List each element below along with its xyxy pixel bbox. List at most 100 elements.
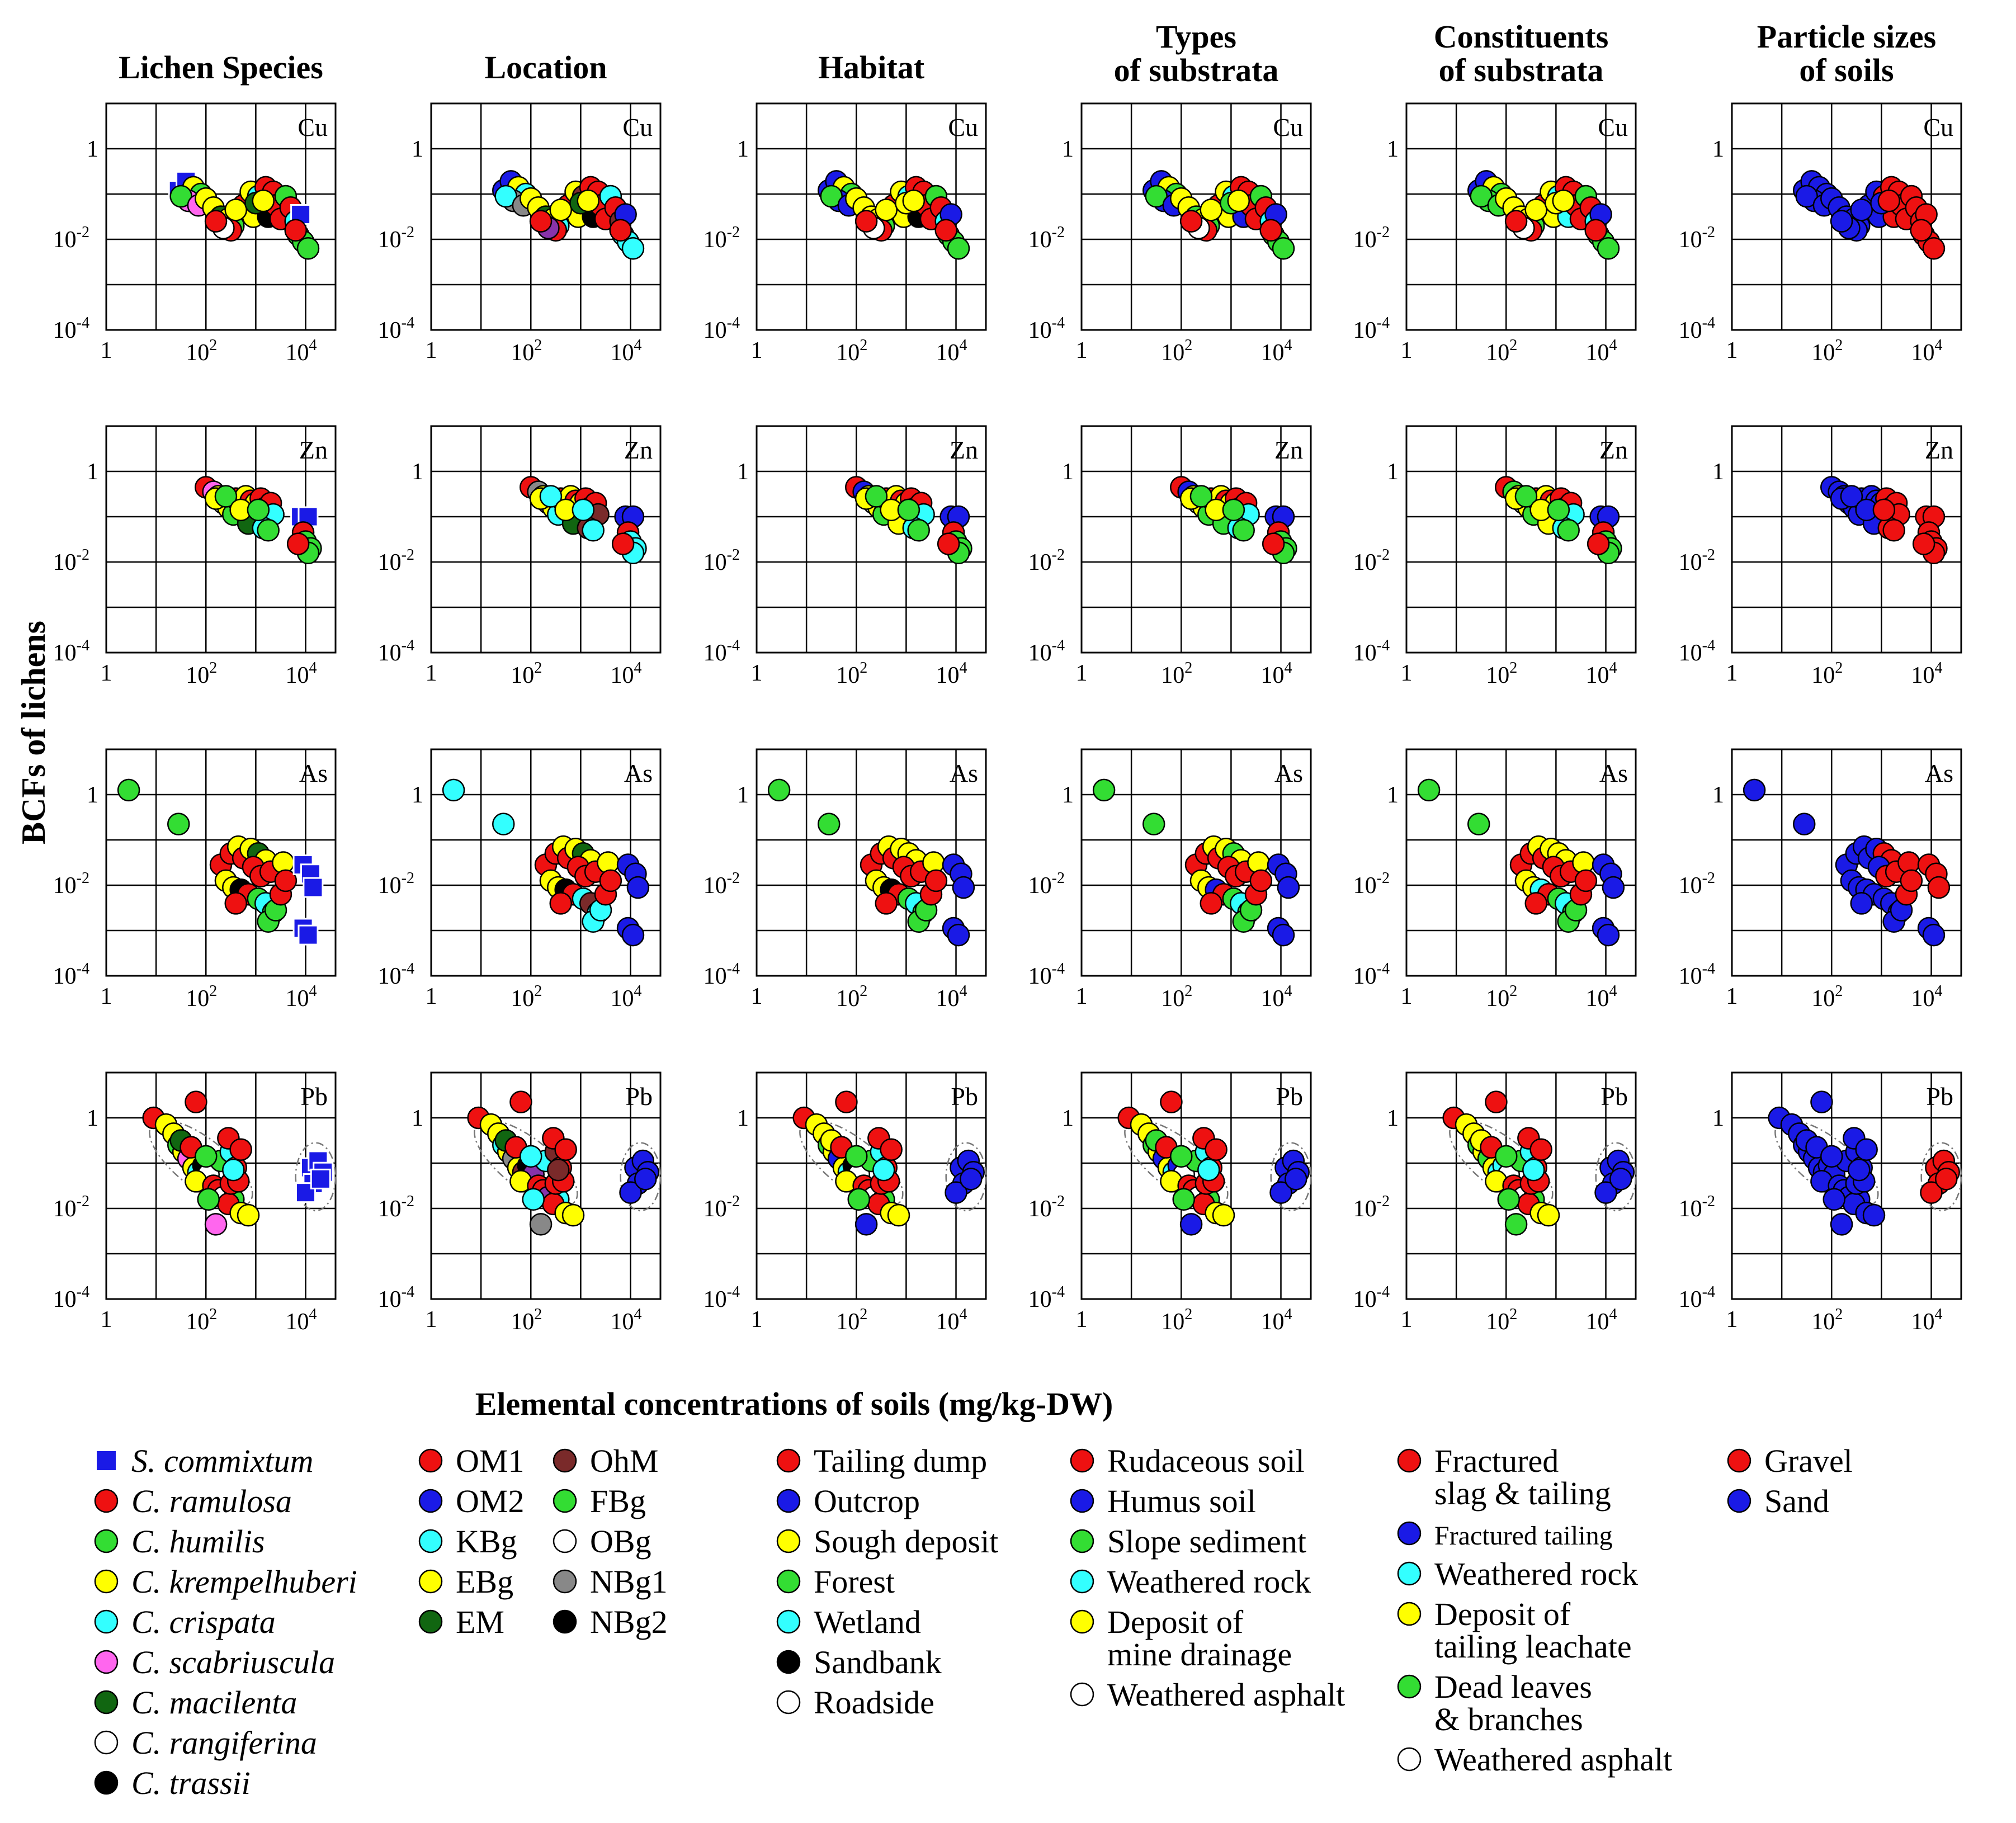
x-tick-label: 1 <box>1076 1307 1088 1333</box>
x-tick-label: 104 <box>1586 659 1617 688</box>
x-tick-label: 1 <box>1401 1307 1413 1333</box>
x-tick-label: 1 <box>426 338 437 363</box>
legend-marker <box>94 1730 119 1755</box>
legend-label: EM <box>456 1604 504 1640</box>
panel-location-Zn: Zn 1 102 104 1 10-2 10-4 <box>378 425 662 688</box>
y-tick-label: 10-4 <box>378 314 414 343</box>
data-point <box>1872 498 1896 522</box>
x-tick-label: 1 <box>1401 660 1413 686</box>
element-label: Zn <box>1599 436 1628 464</box>
data-point <box>549 892 572 915</box>
legend-label: C. macilenta <box>131 1684 297 1721</box>
legend-marker <box>94 1650 119 1674</box>
x-tick-label: 1 <box>426 984 437 1009</box>
legend-marker <box>94 1569 119 1594</box>
x-tick-label: 1 <box>751 338 763 363</box>
x-tick-label: 1 <box>1401 338 1413 363</box>
y-tick-label: 1 <box>737 1106 749 1131</box>
y-tick-label: 10-4 <box>704 1283 740 1312</box>
legend-marker <box>418 1489 443 1513</box>
data-point <box>1269 1181 1292 1204</box>
data-point <box>1594 1181 1617 1204</box>
x-tick-label: 104 <box>1586 1306 1617 1335</box>
panel-habitat-As: As 1 102 104 1 10-2 10-4 <box>704 748 987 1012</box>
data-point <box>1145 185 1168 208</box>
data-point <box>1912 532 1935 555</box>
legend-label: Rudaceous soil <box>1107 1443 1305 1479</box>
data-point <box>1820 1145 1843 1168</box>
legend-label: Wetland <box>814 1604 921 1640</box>
x-tick-label: 102 <box>511 1306 542 1335</box>
column-title-location: Location <box>484 49 607 86</box>
legend-location2: OhM FBg OBg NBg1 NBg2 <box>553 1443 668 1640</box>
legend-marker <box>418 1569 443 1594</box>
x-tick-label: 104 <box>936 983 967 1012</box>
x-tick-label: 102 <box>186 983 217 1012</box>
y-tick-label: 10-2 <box>1028 870 1065 899</box>
data-point <box>1602 876 1625 899</box>
data-point <box>1160 1090 1183 1113</box>
data-point <box>577 189 600 212</box>
data-point <box>1272 237 1295 260</box>
data-point <box>1205 1138 1227 1161</box>
legend-marker <box>1070 1682 1094 1707</box>
data-point <box>1537 1203 1560 1227</box>
legend-label: Fractured tailing <box>1434 1521 1613 1551</box>
legend-label: Fractured <box>1434 1443 1559 1479</box>
x-tick-label: 104 <box>1261 1306 1292 1335</box>
x-tick-label: 1 <box>101 1307 112 1333</box>
legend-marker <box>776 1489 801 1513</box>
x-tick-label: 102 <box>1811 659 1843 688</box>
panel-location-As: As 1 102 104 1 10-2 10-4 <box>378 748 662 1012</box>
data-point <box>1557 519 1580 542</box>
data-point <box>1272 923 1295 947</box>
legend-label: tailing leachate <box>1434 1628 1632 1665</box>
element-label: Pb <box>1600 1082 1628 1111</box>
x-tick-label: 104 <box>936 659 967 688</box>
data-point <box>1823 1188 1845 1211</box>
data-point <box>835 1090 858 1113</box>
legend-label: Humus soil <box>1107 1483 1256 1519</box>
legend-label: EBg <box>456 1564 513 1600</box>
data-point <box>195 1145 218 1168</box>
group-ellipse <box>945 1142 987 1212</box>
legend-label: C. humilis <box>131 1523 265 1560</box>
column-title-constituents: of substrata <box>1439 52 1604 88</box>
element-label: Pb <box>300 1082 328 1111</box>
legend-label: C. crispata <box>131 1604 276 1640</box>
x-tick-label: 102 <box>836 1306 867 1335</box>
legend-marker <box>776 1569 801 1594</box>
y-tick-label: 1 <box>412 136 423 162</box>
data-point <box>1504 1213 1528 1236</box>
data-point <box>847 1188 870 1211</box>
y-tick-label: 1 <box>412 459 423 485</box>
data-point <box>167 813 190 835</box>
y-tick-label: 10-2 <box>1028 224 1065 253</box>
data-point <box>880 1138 903 1161</box>
column-title-habitat: Habitat <box>818 49 925 86</box>
data-point <box>1922 923 1946 947</box>
data-point <box>1855 1138 1878 1161</box>
data-point <box>1222 498 1245 522</box>
data-point <box>509 1090 532 1113</box>
legend-location1: OM1 OM2 KBg EBg EM <box>418 1443 524 1640</box>
column-title-types: of substrata <box>1114 52 1279 88</box>
y-tick-label: 1 <box>1712 782 1724 808</box>
data-point <box>1189 485 1213 508</box>
x-tick-label: 102 <box>1811 1306 1843 1335</box>
data-point <box>1609 1168 1632 1191</box>
y-tick-label: 10-4 <box>704 960 740 989</box>
legend-marker <box>1070 1529 1094 1553</box>
data-point <box>1877 189 1901 212</box>
column-title-particles: Particle sizes <box>1757 18 1936 55</box>
data-point <box>854 210 878 233</box>
data-point <box>1285 1168 1307 1191</box>
y-tick-label: 10-4 <box>1679 637 1715 666</box>
data-point <box>1232 519 1255 542</box>
legend-label: Sandbank <box>814 1644 942 1680</box>
y-tick-label: 10-4 <box>1353 314 1390 343</box>
group-ellipse <box>1595 1142 1637 1212</box>
y-tick-label: 10-2 <box>1028 1193 1065 1222</box>
x-tick-label: 102 <box>511 337 542 366</box>
